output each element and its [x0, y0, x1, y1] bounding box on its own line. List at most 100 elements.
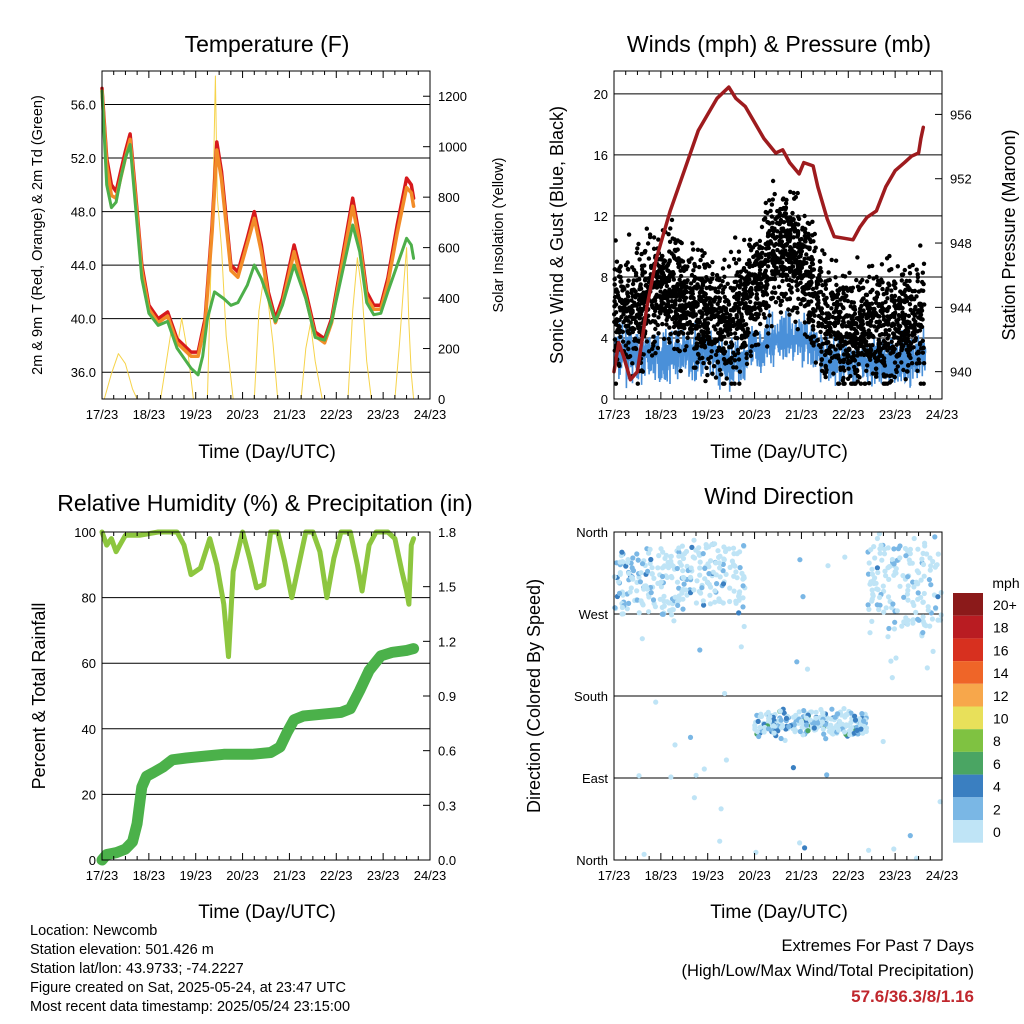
direction-point: [852, 713, 858, 719]
direction-point: [717, 838, 723, 844]
gust-point: [849, 326, 854, 331]
direction-point: [665, 559, 671, 566]
direction-point: [647, 546, 653, 553]
direction-point: [930, 648, 936, 655]
gust-point: [798, 301, 803, 307]
gust-point: [728, 360, 734, 365]
gust-point: [921, 281, 926, 287]
direction-point: [843, 722, 849, 728]
gust-point: [737, 302, 743, 307]
gust-point: [842, 381, 847, 386]
gust-point: [770, 260, 775, 265]
gust-point: [838, 344, 843, 349]
gust-point: [795, 310, 800, 315]
direction-point: [886, 576, 892, 583]
gust-point: [896, 339, 902, 344]
gust-point: [897, 324, 902, 329]
gust-point: [785, 218, 791, 224]
direction-point: [867, 630, 873, 636]
gust-point: [785, 273, 790, 278]
direction-title: Wind Direction: [704, 483, 854, 509]
gust-point: [900, 305, 905, 311]
direction-point: [765, 709, 771, 716]
gust-point: [781, 250, 786, 255]
direction-point: [730, 545, 737, 551]
x-tick-label: 24/23: [926, 407, 959, 422]
gust-point: [918, 243, 923, 248]
gust-point: [658, 275, 663, 280]
gust-point: [726, 302, 731, 307]
direction-point: [915, 590, 921, 596]
gust-point: [690, 322, 695, 328]
gust-point: [763, 257, 768, 263]
direction-point: [841, 729, 848, 735]
direction-point: [737, 589, 743, 595]
gust-point: [826, 350, 831, 356]
gust-point: [626, 346, 631, 352]
gust-point: [784, 277, 789, 282]
gust-point: [823, 370, 829, 375]
gust-point: [769, 324, 774, 329]
gust-point: [864, 292, 870, 298]
direction-point: [663, 552, 669, 558]
gust-point: [900, 310, 905, 315]
gust-point: [866, 328, 871, 333]
direction-point: [641, 851, 647, 857]
gust-point: [702, 251, 707, 256]
direction-point: [935, 617, 941, 623]
gust-point: [626, 278, 631, 283]
direction-point: [680, 568, 686, 574]
direction-point: [752, 725, 758, 731]
gust-point: [631, 278, 636, 283]
gust-point: [705, 372, 710, 378]
gust-point: [883, 330, 889, 336]
gust-point: [633, 270, 639, 276]
y2-tick-label: 1.8: [438, 525, 456, 540]
y-tick-label: 8: [601, 270, 608, 285]
y-tick-label: East: [582, 771, 608, 786]
gust-point: [851, 300, 856, 305]
gust-point: [797, 242, 803, 247]
gust-point: [695, 282, 700, 287]
gust-point: [688, 326, 693, 331]
direction-point: [717, 574, 723, 580]
gust-point: [754, 292, 759, 297]
gust-point: [677, 277, 682, 282]
gust-point: [661, 295, 666, 301]
gust-point: [651, 334, 656, 339]
gust-point: [803, 292, 808, 297]
direction-point: [700, 551, 706, 557]
gust-point: [908, 307, 913, 313]
gust-point: [816, 343, 822, 348]
gust-point: [876, 278, 881, 283]
gust-point: [688, 290, 693, 295]
gust-point: [695, 351, 701, 357]
gust-point: [877, 354, 882, 359]
direction-point: [905, 583, 911, 589]
gust-point: [787, 239, 792, 244]
gust-point: [744, 292, 749, 297]
gust-point: [716, 345, 722, 350]
gust-point: [724, 311, 730, 316]
gust-point: [889, 267, 894, 272]
gust-point: [794, 251, 799, 256]
gust-point: [666, 278, 672, 283]
gust-point: [782, 243, 787, 249]
gust-point: [828, 333, 833, 338]
gust-point: [742, 237, 747, 243]
gust-point: [656, 315, 661, 320]
gust-point: [796, 260, 801, 266]
gust-point: [823, 336, 828, 341]
gust-point: [884, 256, 890, 261]
gust-point: [833, 316, 838, 321]
gust-point: [669, 299, 675, 304]
gust-point: [847, 270, 852, 275]
temperature-panel: Temperature (F) 2m & 9m T (Red, Orange) …: [30, 31, 507, 463]
gust-point: [791, 217, 796, 222]
y-tick-label: 12: [594, 209, 608, 224]
gust-point: [669, 303, 675, 309]
gust-point: [810, 233, 815, 238]
gust-point: [732, 331, 738, 336]
gust-point: [613, 302, 619, 307]
